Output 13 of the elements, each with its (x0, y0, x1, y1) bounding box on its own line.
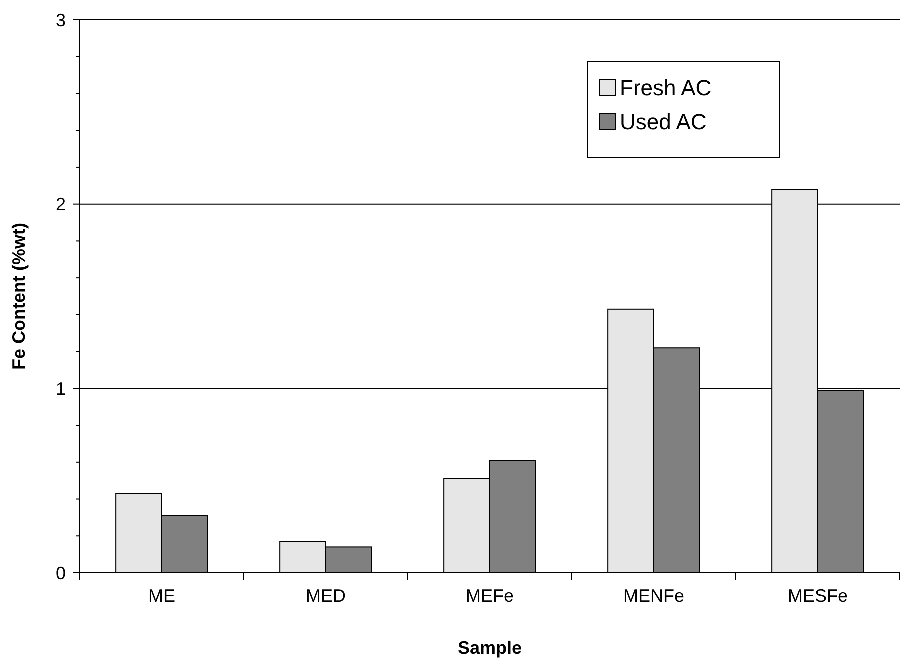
x-axis-title: Sample (458, 638, 522, 658)
x-tick-label: MESFe (788, 586, 848, 606)
y-tick-label: 2 (56, 194, 66, 215)
y-tick-label: 0 (56, 563, 66, 584)
legend-label: Fresh AC (620, 76, 712, 101)
y-tick-label: 3 (56, 10, 66, 30)
x-tick-label: ME (148, 586, 176, 606)
x-tick-label: MENFe (623, 586, 685, 606)
y-axis-title: Fe Content (%wt) (9, 223, 29, 370)
x-tick-label: MEFe (466, 586, 514, 606)
legend-label: Used AC (620, 110, 707, 135)
x-tick-label: MED (306, 586, 346, 606)
y-tick-label: 1 (56, 378, 66, 399)
